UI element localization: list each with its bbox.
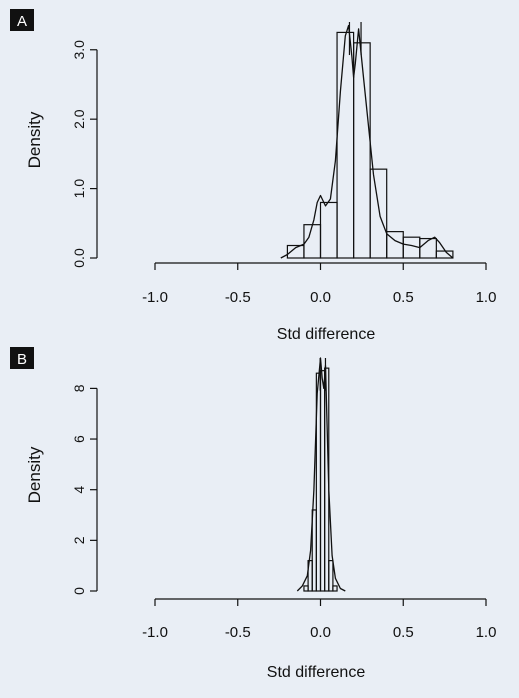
panel-a: A 0.0 1.0 2.0 3.0 -1.0 -0.5 0.0 0.5 1.0 Density… — [10, 9, 496, 343]
y-axis-label: Density — [25, 446, 44, 503]
y-axis: 0.0 1.0 2.0 3.0 — [71, 40, 98, 268]
y-tick-label: 0.0 — [71, 248, 87, 268]
x-tick-label: -0.5 — [225, 289, 251, 306]
histogram-bar — [303, 585, 309, 592]
x-tick-label: -1.0 — [142, 624, 168, 641]
y-tick-label: 3.0 — [71, 40, 87, 60]
panel-label-box — [10, 9, 34, 31]
panel-label: B — [17, 351, 27, 368]
panel-label: A — [17, 13, 27, 30]
density-curve-group — [280, 22, 454, 259]
y-tick-label: 8 — [71, 384, 87, 392]
density-curve-group — [296, 357, 346, 592]
y-tick-label: 2 — [71, 536, 87, 544]
histogram-bar — [319, 370, 326, 592]
x-tick-label: 1.0 — [476, 624, 497, 641]
histogram-bar — [336, 31, 355, 259]
histogram-bar — [435, 250, 454, 259]
x-axis: -1.0 -0.5 0.0 0.5 1.0 — [142, 598, 497, 641]
histogram-bar — [332, 585, 338, 592]
histogram-bar — [311, 509, 317, 592]
y-tick-label: 6 — [71, 435, 87, 443]
histogram-bar — [369, 168, 388, 259]
x-tick-label: 0.0 — [310, 289, 331, 306]
x-axis: -1.0 -0.5 0.0 0.5 1.0 — [142, 262, 497, 306]
panel-label-box — [10, 347, 34, 369]
histogram-bar — [353, 42, 371, 259]
x-tick-label: 0.5 — [393, 289, 414, 306]
y-tick-label: 4 — [71, 486, 87, 494]
density-curve — [280, 24, 454, 259]
y-tick-label: 2.0 — [71, 109, 87, 129]
x-tick-label: -0.5 — [225, 624, 251, 641]
x-tick-label: 0.0 — [310, 624, 331, 641]
histogram-bar — [328, 560, 334, 592]
x-axis-label: Std difference — [277, 326, 376, 343]
x-tick-label: 1.0 — [476, 289, 497, 306]
x-tick-label: -1.0 — [142, 289, 168, 306]
density-curve — [296, 357, 346, 592]
x-tick-label: 0.5 — [393, 624, 414, 641]
y-axis: 0 2 4 6 8 — [71, 384, 98, 595]
histogram-bar — [319, 201, 338, 259]
histogram-bars — [303, 367, 338, 592]
x-axis-label: Std difference — [267, 664, 366, 681]
y-tick-label: 0 — [71, 587, 87, 595]
y-axis-label: Density — [25, 111, 44, 168]
histogram-bars — [286, 31, 454, 259]
panel-b: B 0 2 4 6 8 -1.0 -0.5 0.0 0.5 1.0 Density Std di… — [10, 347, 496, 681]
histogram-bar — [419, 237, 437, 259]
y-tick-label: 1.0 — [71, 179, 87, 199]
